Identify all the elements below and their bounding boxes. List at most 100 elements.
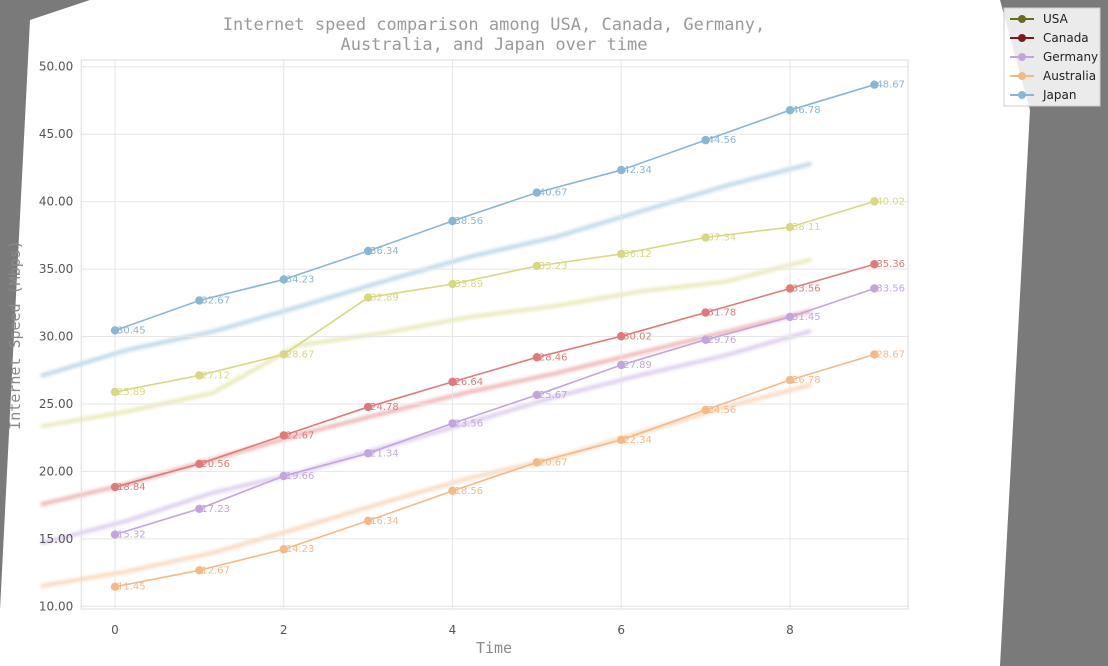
- legend-label: Germany: [1043, 50, 1098, 64]
- data-point: [870, 260, 879, 269]
- data-point: [363, 449, 373, 458]
- data-point: [532, 353, 542, 362]
- series-line: [114, 287, 875, 536]
- data-point: [785, 312, 795, 322]
- data-label: 35.23: [539, 261, 568, 272]
- data-label: 28.46: [539, 352, 568, 363]
- plot-frame: [80, 59, 909, 610]
- series-layer: 25.89 27.12 28.67 32.89 33.89 35.23 36.12 37.34…: [110, 80, 905, 593]
- data-point: [363, 516, 373, 525]
- legend-label: USA: [1043, 12, 1069, 26]
- data-point: [701, 308, 710, 317]
- data-label: 32.89: [370, 293, 399, 304]
- data-label: 27.89: [623, 360, 652, 371]
- ghost-line: [40, 382, 812, 589]
- data-point: [785, 284, 795, 293]
- legend-swatch-marker: [1018, 72, 1026, 80]
- data-label: 36.34: [370, 246, 399, 257]
- y-axis-label: Internet Speed (Mbps): [6, 240, 24, 430]
- data-point: [448, 419, 457, 428]
- data-point: [448, 279, 457, 289]
- data-point: [617, 332, 626, 341]
- x-tick-label: 2: [280, 623, 288, 637]
- data-label: 34.23: [286, 274, 315, 285]
- data-label: 26.64: [455, 377, 484, 388]
- data-point: [110, 387, 120, 397]
- axes: [80, 59, 909, 610]
- legend-swatch-marker: [1018, 34, 1026, 42]
- legend-label: Japan: [1042, 88, 1076, 102]
- data-point: [448, 216, 457, 226]
- data-label: 24.78: [370, 402, 399, 413]
- data-label: 14.23: [286, 544, 315, 555]
- data-point: [701, 405, 710, 415]
- data-label: 11.45: [117, 582, 146, 593]
- data-point: [279, 350, 288, 359]
- text-layer: Internet speed comparison among USA, Can…: [6, 15, 794, 657]
- series-line: [114, 83, 875, 332]
- series-usa: 25.89 27.12 28.67 32.89 33.89 35.23 36.12 37.34…: [110, 196, 905, 398]
- y-tick-label: 10.00: [39, 599, 73, 613]
- data-point: [448, 486, 457, 496]
- x-tick-label: 8: [786, 623, 794, 637]
- grid: [81, 60, 909, 609]
- data-label: 37.34: [708, 233, 737, 244]
- data-label: 28.67: [286, 349, 315, 360]
- data-point: [870, 284, 879, 293]
- data-point: [279, 471, 288, 481]
- y-tick-label: 40.00: [39, 195, 73, 209]
- data-point: [195, 566, 204, 575]
- series-line: [114, 200, 875, 393]
- data-point: [617, 165, 626, 175]
- data-point: [195, 371, 204, 380]
- y-tick-label: 25.00: [39, 397, 73, 411]
- data-label: 32.67: [201, 296, 230, 307]
- data-label: 27.12: [201, 370, 230, 381]
- legend-swatch-marker: [1018, 15, 1026, 23]
- y-tick-label: 20.00: [39, 464, 73, 478]
- data-point: [195, 296, 204, 305]
- legend: USA Canada Germany Australia Japan: [1003, 7, 1101, 107]
- data-label: 31.78: [708, 308, 737, 319]
- data-point: [195, 504, 204, 513]
- series-germany: 15.32 17.23 19.66 21.34 23.56 25.67 27.89 29.76…: [110, 284, 905, 541]
- data-label: 16.34: [370, 516, 399, 527]
- data-label: 25.89: [117, 387, 146, 398]
- data-label: 26.78: [792, 375, 821, 386]
- legend-swatch-marker: [1018, 91, 1026, 99]
- data-point: [785, 105, 795, 115]
- x-tick-label: 6: [617, 623, 625, 637]
- x-tick-label: 0: [111, 623, 119, 637]
- data-point: [701, 233, 710, 242]
- data-point: [279, 275, 288, 284]
- data-point: [363, 402, 373, 412]
- data-label: 33.56: [792, 284, 821, 295]
- series-australia: 11.45 12.67 14.23 16.34 18.56 20.67 22.34 24.56…: [110, 349, 905, 593]
- data-point: [279, 431, 288, 440]
- data-label: 17.23: [201, 504, 230, 515]
- series-japan: 30.45 32.67 34.23 36.34 38.56 40.67 42.34 44.56…: [110, 80, 905, 336]
- series-canada: 18.84 20.56 22.67 24.78 26.64 28.46 30.02 31.78…: [110, 259, 905, 493]
- data-point: [870, 350, 879, 359]
- data-label: 24.56: [708, 405, 737, 416]
- data-point: [532, 458, 542, 467]
- series-line: [114, 353, 875, 588]
- data-label: 40.02: [876, 196, 905, 207]
- data-label: 38.11: [792, 222, 821, 233]
- x-tick-label: 4: [449, 623, 457, 637]
- data-point: [617, 360, 626, 370]
- data-label: 48.67: [876, 80, 905, 91]
- y-tick-label: 15.00: [39, 532, 73, 546]
- data-label: 30.45: [117, 325, 146, 336]
- data-point: [532, 390, 542, 400]
- data-point: [785, 222, 795, 232]
- series-line: [114, 263, 875, 488]
- data-label: 21.34: [370, 448, 399, 459]
- y-tick-label: 35.00: [39, 262, 73, 276]
- data-point: [785, 375, 795, 385]
- data-label: 15.32: [117, 530, 146, 541]
- data-label: 40.67: [539, 188, 568, 199]
- data-point: [363, 293, 373, 302]
